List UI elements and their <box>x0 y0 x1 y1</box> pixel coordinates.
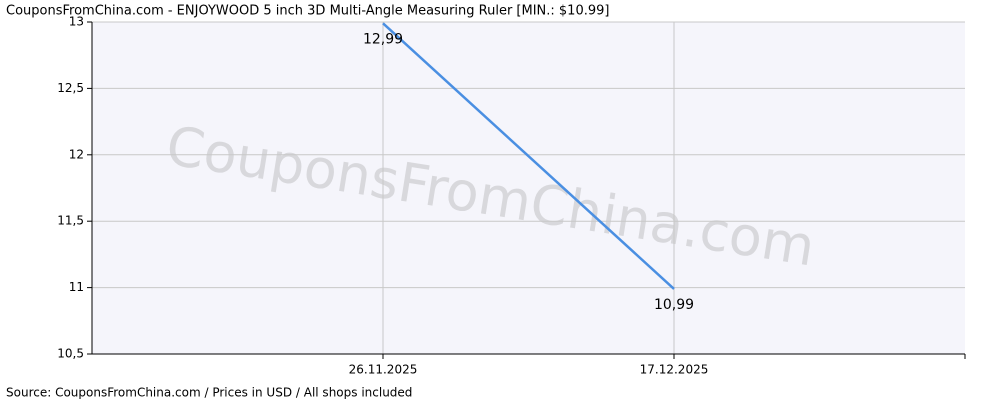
y-tick-label: 10,5 <box>57 347 84 361</box>
source-note: Source: CouponsFromChina.com / Prices in… <box>6 386 412 400</box>
y-tick-label: 12,5 <box>57 81 84 95</box>
x-tick-label: 26.11.2025 <box>349 363 418 377</box>
plot-area <box>92 22 965 354</box>
y-tick-label: 13 <box>69 15 84 29</box>
x-tick-label: 17.12.2025 <box>640 363 709 377</box>
data-label: 12,99 <box>363 31 403 47</box>
chart-title: CouponsFromChina.com - ENJOYWOOD 5 inch … <box>6 4 609 19</box>
y-tick-label: 11 <box>69 280 84 294</box>
price-line <box>382 22 675 290</box>
y-tick-label: 12 <box>69 147 84 161</box>
data-label: 10,99 <box>654 297 694 313</box>
y-tick-label: 11,5 <box>57 214 84 228</box>
